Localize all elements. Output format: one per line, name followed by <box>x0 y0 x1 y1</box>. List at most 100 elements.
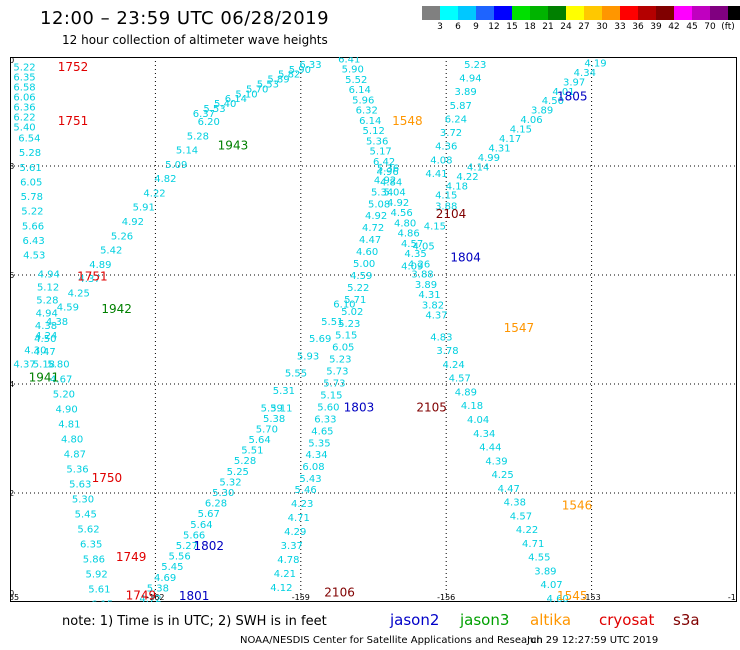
color-swatch <box>728 6 740 20</box>
wave-height-value: 6.14 <box>349 85 371 96</box>
wave-height-value: 5.73 <box>326 367 348 378</box>
wave-height-value: 5.22 <box>13 63 35 74</box>
wave-height-map: -165 -162 -159 -156 -153 -150 50 48 46 44 42 40 5.2… <box>10 57 737 602</box>
color-scale-label: 45 <box>686 22 698 32</box>
color-scale-label: 18 <box>524 22 536 32</box>
pass-time-label: 1943 <box>218 139 249 153</box>
wave-height-value: 5.82 <box>278 70 300 81</box>
wave-height-value: 6.32 <box>356 106 378 117</box>
lon-tick-label: -165 <box>10 593 19 602</box>
wave-height-value: 6.35 <box>80 540 102 551</box>
wave-height-value: 4.30 <box>24 345 46 356</box>
wave-height-value: 4.50 <box>34 334 56 345</box>
track-jason2-1805-a: 5.226.356.586.066.366.225.40 <box>13 63 35 134</box>
wave-height-value: 5.34 <box>371 187 393 198</box>
wave-height-value: 5.66 <box>22 221 44 232</box>
wave-height-value: 5.63 <box>69 480 91 491</box>
wave-height-value: 4.86 <box>397 229 419 240</box>
color-swatch <box>548 6 566 20</box>
color-scale-label: 9 <box>473 22 479 32</box>
wave-height-value: 4.37 <box>78 274 100 285</box>
wave-height-value: 4.60 <box>356 247 378 258</box>
pass-time-label: 1545 <box>557 589 588 602</box>
pass-time-label: 1546 <box>562 498 593 512</box>
lat-tick-label: 50 <box>10 57 14 65</box>
wave-height-value: 4.38 <box>46 317 68 328</box>
wave-height-value: 5.46 <box>295 485 317 496</box>
wave-height-value: 5.28 <box>36 295 58 306</box>
wave-height-value: 4.56 <box>390 208 412 219</box>
generated-timestamp: Jun 29 12:27:59 UTC 2019 <box>527 635 659 646</box>
wave-height-value: 6.41 <box>338 57 360 65</box>
wave-height-value: 5.61 <box>19 163 41 174</box>
color-swatch <box>602 6 620 20</box>
wave-height-value: 4.80 <box>394 218 416 229</box>
wave-height-value: 4.65 <box>311 426 333 437</box>
wave-height-value: 4.05 <box>412 242 434 253</box>
wave-height-value: 6.28 <box>205 499 227 510</box>
track-cs-1751: 4.94 5.125.28 4.94 4.38 4.50 4.47 5.18 <box>33 270 60 371</box>
wave-height-value: 4.92 <box>374 175 396 186</box>
wave-height-value: 5.15 <box>335 331 357 342</box>
wave-height-value: 5.51 <box>241 446 263 457</box>
wave-height-value: 5.23 <box>329 355 351 366</box>
track-jason2-1805-b: 6.54 5.28 5.61 6.05 5.78 5.22 5.66 6.43 4.53 <box>18 133 45 261</box>
track-j3-1941: 5.80 4.67 5.20 4.90 4.81 4.80 4.87 5.36 5.63 5.30… <box>47 360 113 602</box>
color-scale-label: (ft) <box>721 22 735 32</box>
color-scale-label: 70 <box>704 22 716 32</box>
lon-tick-label: -159 <box>292 593 310 602</box>
wave-height-value: 6.22 <box>13 113 35 124</box>
wave-height-value: 5.15 <box>320 390 342 401</box>
wave-height-value: 4.71 <box>522 539 544 550</box>
wave-height-value: 6.35 <box>13 73 35 84</box>
wave-height-value: 4.25 <box>491 470 513 481</box>
wave-height-value: 5.73 <box>323 379 345 390</box>
wave-height-value: 5.23 <box>338 319 360 330</box>
wave-height-value: 5.92 <box>86 569 108 580</box>
legend-item-cryosat: cryosat <box>599 611 655 629</box>
wave-height-value: 4.24 <box>35 331 57 342</box>
wave-height-value: 4.92 <box>365 211 387 222</box>
wave-height-value: 4.47 <box>498 484 520 495</box>
wave-height-value: 4.67 <box>50 375 72 386</box>
wave-height-value: 4.22 <box>143 188 165 199</box>
wave-height-value: 4.99 <box>478 153 500 164</box>
legend-item-altika: altika <box>530 611 572 629</box>
wave-height-value: 4.31 <box>488 143 510 154</box>
wave-height-value: 4.45 <box>595 57 617 60</box>
legend-item-jason3: jason3 <box>460 611 510 629</box>
wave-height-value: 3.89 <box>531 106 553 117</box>
wave-height-value: 5.27 <box>176 541 198 552</box>
wave-height-value: 6.24 <box>445 114 467 125</box>
wave-height-value: 4.94 <box>459 74 481 85</box>
wave-height-value: 5.28 <box>187 131 209 142</box>
wave-height-value: 5.90 <box>342 65 364 76</box>
wave-height-value: 4.18 <box>446 181 468 192</box>
wave-height-value: 5.56 <box>169 552 191 563</box>
wave-height-value: 4.31 <box>418 290 440 301</box>
wave-height-value: 5.04 <box>383 188 405 199</box>
wave-height-value: 5.45 <box>75 510 97 521</box>
wave-height-value: 4.34 <box>473 429 495 440</box>
color-swatch <box>566 6 584 20</box>
wave-height-value: 4.24 <box>442 360 464 371</box>
wave-height-value: 4.18 <box>461 401 483 412</box>
map-grid <box>10 57 737 602</box>
wave-height-value: 4.81 <box>58 420 80 431</box>
wave-height-value: 4.12 <box>270 583 292 594</box>
wave-height-value: 5.12 <box>363 126 385 137</box>
wave-height-value: 5.12 <box>37 283 59 294</box>
wave-height-value: 4.38 <box>35 321 57 332</box>
wave-height-value: 5.52 <box>345 75 367 86</box>
wave-height-value: 5.18 <box>33 360 55 371</box>
wave-height-value: 4.01 <box>552 87 574 98</box>
page-title: 12:00 – 23:59 UTC 06/28/2019 <box>40 8 330 29</box>
wave-height-value: 5.20 <box>53 390 75 401</box>
wave-height-value: 6.58 <box>13 83 35 94</box>
wave-height-value: 5.42 <box>100 246 122 257</box>
wave-height-value: 4.94 <box>38 270 60 281</box>
wave-height-value: 4.36 <box>435 142 457 153</box>
wave-height-value: 4.53 <box>23 251 45 262</box>
wave-height-value: 5.40 <box>13 123 35 134</box>
track-s3a-2104: 6.415.905.526.145.966.326.145.125.365.17… <box>338 57 448 322</box>
